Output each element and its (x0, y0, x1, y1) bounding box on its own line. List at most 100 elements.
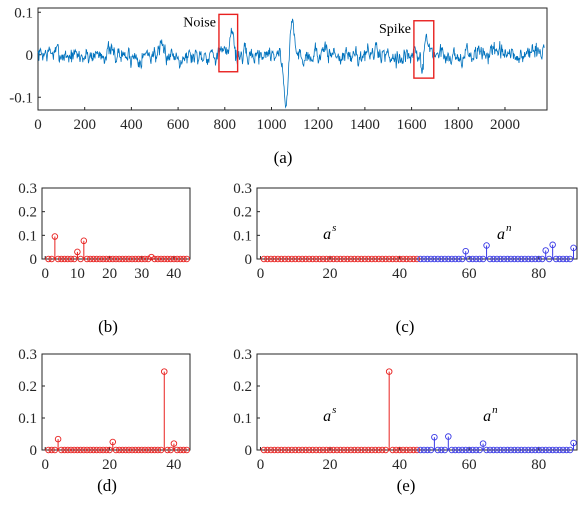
stem-marker (115, 446, 123, 454)
x-tick-label: 800 (214, 117, 237, 133)
stem-marker (438, 255, 445, 263)
stem-marker (295, 446, 302, 454)
stem-marker (83, 446, 91, 454)
stem-marker (177, 446, 184, 454)
stem-marker (504, 255, 511, 263)
stem-marker (570, 244, 577, 252)
stem-marker (135, 255, 142, 263)
stem-marker (396, 255, 403, 263)
stem-marker (469, 446, 476, 454)
stem-marker (358, 255, 365, 263)
stem-marker (396, 446, 403, 454)
stem-marker (109, 255, 117, 263)
stem-marker (119, 446, 126, 454)
stem-marker (154, 446, 162, 454)
stem-marker (312, 255, 320, 263)
stem-marker (368, 255, 376, 263)
stem-marker (535, 446, 542, 454)
stem-marker (368, 446, 376, 454)
stem-marker (274, 446, 282, 454)
stem-marker (354, 446, 362, 454)
stem-marker (164, 255, 171, 263)
y-tick-label: 0.3 (18, 347, 37, 363)
stem-marker (427, 255, 435, 263)
stem-marker (486, 255, 494, 263)
stem-marker (170, 440, 178, 447)
stem-marker (465, 255, 473, 263)
stem-marker (96, 255, 104, 263)
stem-marker (469, 255, 476, 263)
stem-marker (80, 446, 88, 454)
panel-label: (e) (397, 476, 416, 495)
stem-marker (556, 446, 563, 454)
stem-marker (260, 255, 268, 263)
stem-marker (148, 446, 155, 454)
stem-marker (511, 446, 518, 454)
stem-marker (538, 446, 546, 454)
stem-marker (406, 446, 414, 454)
stem-marker (151, 446, 158, 454)
stem-marker (365, 255, 372, 263)
stem-marker (528, 446, 536, 454)
stem-marker (507, 255, 515, 263)
stem-marker (330, 446, 337, 454)
y-tick-label: 0 (245, 252, 253, 268)
highlight-box (413, 20, 435, 79)
plot-frame (41, 353, 191, 451)
x-tick-label: 20 (323, 457, 338, 473)
stem-marker (161, 368, 168, 375)
stem-marker (538, 255, 546, 263)
y-tick-label: 0 (30, 443, 38, 459)
stem-marker (552, 255, 560, 263)
x-tick-label: 60 (462, 457, 477, 473)
stem-marker (514, 446, 522, 454)
stem-marker (326, 446, 334, 454)
stem-marker (271, 255, 278, 263)
stem-marker (417, 446, 424, 454)
y-tick-label: 0.2 (233, 205, 252, 221)
stem-marker (472, 255, 480, 263)
x-tick-label: 1800 (443, 117, 473, 133)
stem-marker (90, 446, 97, 454)
stem-marker (559, 446, 567, 454)
stem-marker (173, 446, 181, 454)
x-tick-label: 40 (166, 266, 181, 282)
stem-marker (83, 255, 91, 263)
stem-marker (372, 255, 379, 263)
stem-marker (365, 446, 372, 454)
stem-marker (51, 233, 59, 240)
stem-marker (323, 446, 330, 454)
x-tick-label: 20 (102, 457, 117, 473)
stem-marker (128, 255, 136, 263)
stem-marker (302, 446, 309, 454)
stem-marker (452, 446, 459, 454)
stem-marker (507, 446, 515, 454)
stem-marker (410, 446, 417, 454)
stem-marker (434, 446, 442, 454)
stem-marker (132, 446, 139, 454)
stem-marker (99, 255, 107, 263)
plot-frame (41, 187, 191, 260)
stem-marker (157, 255, 165, 263)
stem-marker (61, 255, 68, 263)
signal-trace-line (37, 18, 545, 109)
stem-marker (144, 446, 152, 454)
y-tick-label: 0 (245, 443, 253, 459)
stem-marker (514, 255, 522, 263)
stem-marker (278, 255, 285, 263)
x-tick-label: 20 (323, 266, 338, 282)
stem-marker (103, 255, 110, 263)
stem-marker (476, 446, 483, 454)
y-tick-label: 0 (30, 252, 38, 268)
stem-marker (112, 446, 120, 454)
stem-marker (493, 255, 501, 263)
stem-marker (378, 446, 386, 454)
stem-marker (413, 446, 421, 454)
stem-marker (431, 255, 438, 263)
stem-marker (389, 255, 396, 263)
stem-marker (128, 446, 136, 454)
stem-marker (462, 247, 469, 255)
stem-marker (532, 446, 539, 454)
stem-marker (549, 446, 556, 454)
